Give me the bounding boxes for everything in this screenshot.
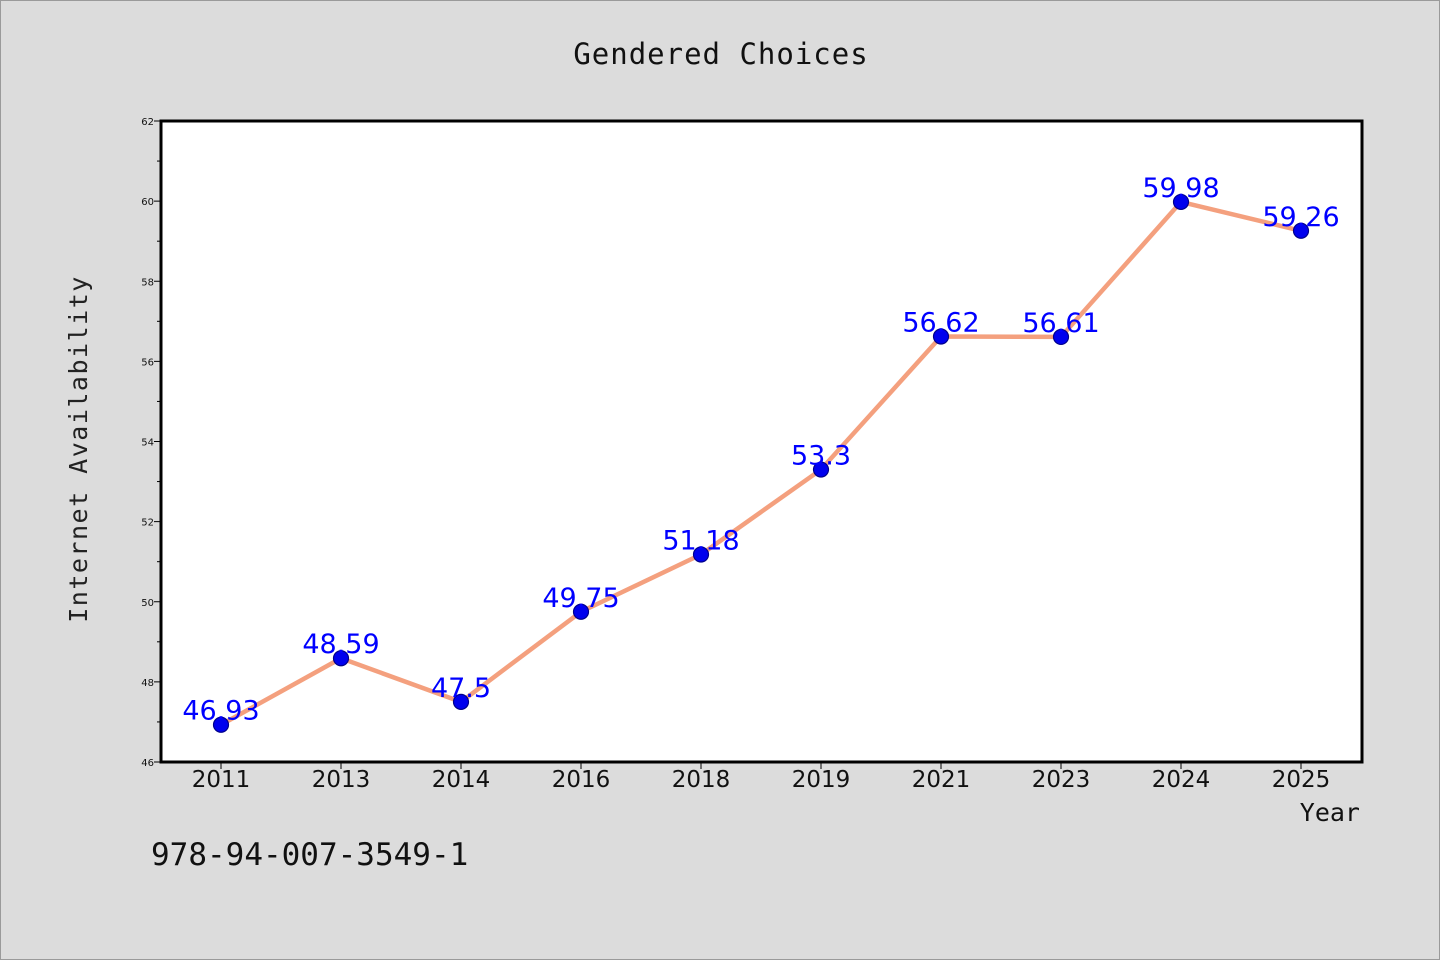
data-point xyxy=(572,603,590,620)
series-line xyxy=(219,199,1302,727)
y-tick-label: 46 xyxy=(141,758,154,769)
x-tick-label: 2019 xyxy=(792,767,851,793)
x-tick-label: 2018 xyxy=(672,767,731,793)
y-tick-label: 52 xyxy=(141,518,154,529)
footer-identifier: 978-94-007-3549-1 xyxy=(151,837,468,873)
data-point xyxy=(1172,193,1190,211)
x-tick-label: 2013 xyxy=(312,767,371,793)
data-point-group xyxy=(212,193,1310,733)
x-tick-label: 2014 xyxy=(432,767,491,793)
data-label: 46.93 xyxy=(182,696,259,727)
data-label: 53.3 xyxy=(791,441,851,472)
x-tick-label: 2011 xyxy=(192,767,251,793)
data-point xyxy=(1292,222,1310,239)
data-point xyxy=(812,461,830,478)
x-tick-label: 2021 xyxy=(912,767,971,793)
data-label: 59.98 xyxy=(1142,173,1219,204)
x-tick-label: 2023 xyxy=(1032,767,1091,793)
data-point xyxy=(332,650,350,667)
plot-area xyxy=(159,119,1364,764)
data-label: 59.26 xyxy=(1262,202,1339,233)
data-label: 56.62 xyxy=(902,308,979,339)
series-line-group xyxy=(219,199,1302,727)
chart-title: Gendered Choices xyxy=(573,37,868,71)
y-axis: 46 48 50 52 54 56 58 60 62 xyxy=(141,117,161,769)
y-tick-label: 60 xyxy=(141,197,154,208)
x-tick-label: 2024 xyxy=(1152,767,1211,793)
y-tick-label: 58 xyxy=(141,277,154,288)
data-point xyxy=(212,716,230,733)
x-tick-label: 2016 xyxy=(552,767,611,793)
data-label-group: 46.93 48.59 47.5 49.75 51.18 53.3 56.62 56.61 59… xyxy=(182,173,1339,727)
data-point xyxy=(452,693,470,711)
data-point xyxy=(932,328,950,345)
data-point xyxy=(1052,328,1070,346)
data-label: 49.75 xyxy=(542,583,619,614)
x-tick-label: 2025 xyxy=(1272,767,1331,793)
data-label: 47.5 xyxy=(431,673,491,704)
data-label: 48.59 xyxy=(302,629,379,660)
y-tick-label: 48 xyxy=(141,678,154,689)
data-label: 56.61 xyxy=(1022,308,1099,339)
y-tick-label: 56 xyxy=(141,357,154,368)
y-tick-label: 62 xyxy=(141,117,154,128)
y-tick-label: 54 xyxy=(141,438,154,449)
y-axis-label: Internet Availability xyxy=(64,275,93,623)
data-point xyxy=(692,546,710,563)
x-axis: 2011 2013 2014 2016 2018 2019 2021 2023 2024 2025 xyxy=(192,762,1331,793)
x-axis-label: Year xyxy=(1300,798,1360,827)
y-tick-label: 50 xyxy=(141,598,154,609)
data-label: 51.18 xyxy=(662,525,739,556)
